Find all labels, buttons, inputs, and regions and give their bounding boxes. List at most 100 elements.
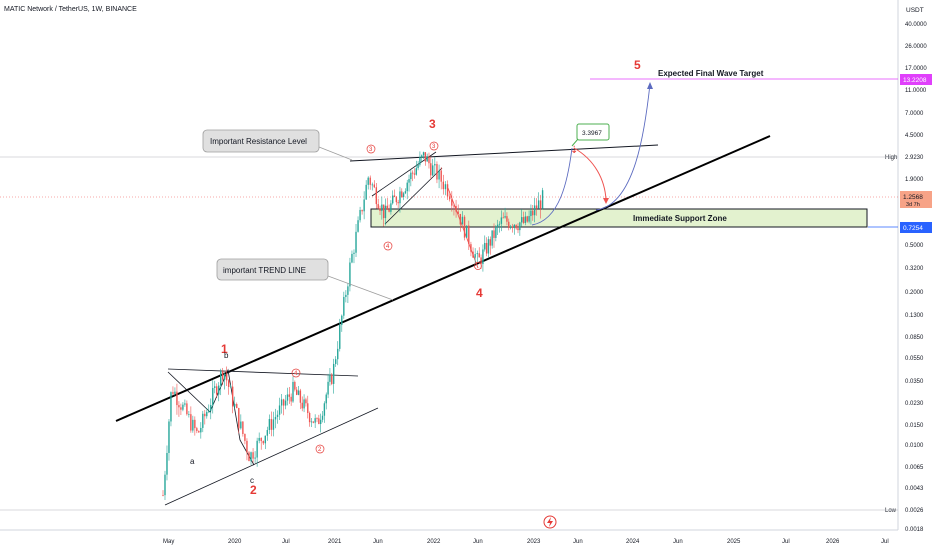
candle-body xyxy=(524,216,527,223)
resistance-callout: Important Resistance Level xyxy=(202,129,353,161)
candle-body xyxy=(214,386,216,388)
candle-body xyxy=(274,416,277,420)
candle-body xyxy=(451,199,453,206)
target-box: 3.3967 xyxy=(571,123,610,147)
candle-body xyxy=(390,203,392,212)
support-price-tag: 0.7254 xyxy=(903,225,923,232)
target-box-label: 3.3967 xyxy=(582,130,602,137)
candle-body xyxy=(260,437,262,442)
candle-body xyxy=(238,408,240,429)
candle-body xyxy=(526,216,528,222)
candle-body xyxy=(377,204,379,209)
price-tick: 0.0100 xyxy=(905,443,924,449)
candle-body xyxy=(190,414,192,431)
candle-body xyxy=(305,399,307,404)
current-price-tag: 1.2568 xyxy=(903,194,923,201)
time-tick: Jun xyxy=(473,539,483,545)
price-tick: 4.5000 xyxy=(905,133,924,139)
candle-body xyxy=(222,371,224,380)
candle-body xyxy=(539,200,542,209)
candle-body xyxy=(432,165,434,176)
candle-body xyxy=(430,163,432,176)
trendline-callout: important TREND LINE xyxy=(216,258,394,301)
price-axis: 40.0000 26.0000 17.0000 11.0000 7.0000 4… xyxy=(905,22,927,533)
candle-body xyxy=(444,184,447,190)
time-tick: Jun xyxy=(373,539,383,545)
candle-body xyxy=(428,156,430,164)
candle-body xyxy=(218,385,220,395)
candle-body xyxy=(308,412,311,423)
support-zone xyxy=(370,208,868,228)
price-tick: 0.0065 xyxy=(905,465,924,471)
time-tick: 2022 xyxy=(427,539,441,545)
candle-body xyxy=(478,253,480,258)
time-tick: Jun xyxy=(673,539,683,545)
candle-body xyxy=(472,251,474,258)
candle-body xyxy=(393,195,396,198)
candles xyxy=(162,151,544,500)
candle-body xyxy=(307,403,309,413)
lightning-icon[interactable] xyxy=(543,515,557,529)
candle-body xyxy=(506,216,508,222)
candle-body xyxy=(402,193,405,198)
candle-body xyxy=(436,164,438,180)
candle-body xyxy=(231,386,234,407)
candle-body xyxy=(204,413,206,417)
candle-body xyxy=(286,394,289,401)
candle-body xyxy=(520,217,523,223)
candle-body xyxy=(500,217,503,224)
time-tick: Jul xyxy=(282,539,290,545)
down-arrowhead xyxy=(603,198,609,204)
candle-body xyxy=(541,190,544,209)
candle-body xyxy=(292,381,294,402)
candle-body xyxy=(438,170,440,180)
candle-body xyxy=(196,428,198,432)
candle-body xyxy=(335,359,337,364)
wave-label-4: 4 xyxy=(476,286,483,300)
candle-body xyxy=(484,242,486,250)
candle-body xyxy=(270,419,273,430)
candle-body xyxy=(301,402,303,409)
candle-body xyxy=(410,172,412,180)
candle-body xyxy=(220,371,222,386)
candle-body xyxy=(194,419,196,429)
candle-body xyxy=(176,391,178,406)
candle-body xyxy=(341,315,343,325)
candle-body xyxy=(485,242,488,254)
candle-body xyxy=(192,419,194,431)
candle-body xyxy=(186,403,188,415)
candle-body xyxy=(434,164,436,166)
candle-body xyxy=(216,386,218,395)
candle-body xyxy=(415,168,417,175)
candle-body xyxy=(386,205,388,210)
price-tick: 26.0000 xyxy=(905,44,927,50)
time-tick: Jun xyxy=(573,539,583,545)
candle-body xyxy=(395,197,398,203)
candle-body xyxy=(174,391,176,394)
target-price-tag: 13.2208 xyxy=(903,77,927,84)
candle-body xyxy=(276,414,279,417)
price-tick: 11.0000 xyxy=(905,88,927,94)
candle-body xyxy=(513,224,516,229)
candle-body xyxy=(294,381,296,390)
candle-body xyxy=(252,452,254,459)
circled-marker-text: 2 xyxy=(318,447,322,453)
lower-channel-line xyxy=(164,407,379,506)
candle-body xyxy=(343,296,345,316)
long-trendline xyxy=(115,135,771,422)
price-tick: 0.5000 xyxy=(905,243,924,249)
price-tick: 0.0150 xyxy=(905,423,924,429)
candle-body xyxy=(487,239,490,254)
candle-body xyxy=(482,249,484,265)
candle-body xyxy=(357,220,359,232)
candle-body xyxy=(227,380,230,387)
candle-body xyxy=(381,204,383,211)
price-tick: 0.0850 xyxy=(905,335,924,341)
candle-body xyxy=(406,182,408,192)
early-zigzag xyxy=(167,368,255,466)
candle-body xyxy=(384,205,387,219)
candle-body xyxy=(375,187,378,205)
price-tick: 7.0000 xyxy=(905,111,924,117)
candle-body xyxy=(264,435,266,444)
time-tick: 2023 xyxy=(527,539,541,545)
